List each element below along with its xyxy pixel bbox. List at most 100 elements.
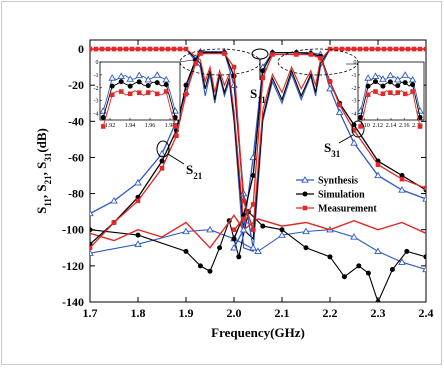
measurement-s21-point [198, 51, 203, 56]
y-tick-label: -140 [62, 295, 84, 309]
synthesis-s31-line [233, 51, 426, 249]
synthesis-s21-point [249, 243, 257, 251]
inset-point [417, 124, 423, 129]
inset-point [373, 89, 378, 94]
inset-y-tick-label: -4 [94, 112, 99, 118]
synthesis-s11-line [90, 48, 426, 253]
synthesis-s21-point [158, 149, 166, 157]
legend-label: Synthesis [318, 176, 358, 187]
inset-point [126, 75, 134, 82]
inset-point [387, 79, 393, 85]
inset-point [365, 92, 371, 98]
measurement-s21-point [111, 220, 117, 225]
simulation-s31-point [250, 173, 256, 179]
y-tick-label: -80 [68, 187, 84, 201]
simulation-s31-line [233, 51, 426, 240]
measurement-s21-point [90, 245, 93, 251]
measurement-s21-point [222, 51, 227, 56]
inset-point [380, 83, 386, 89]
inset-point [153, 71, 161, 78]
measurement-s31-point [260, 75, 266, 81]
simulation-isolation-point [90, 227, 93, 233]
inset-point [395, 90, 401, 95]
legend: Synthesis Simulation Measurement [296, 176, 377, 215]
inset-point [410, 89, 415, 94]
inset-y-tick-label: -3 [352, 99, 357, 105]
x-tick-label: 2.2 [323, 306, 338, 320]
simulation-isolation-point [303, 245, 309, 251]
axis-ticks [89, 40, 427, 303]
measurement-s31-point [294, 52, 299, 57]
simulation-s31-point [399, 173, 405, 179]
measurement-s31-point [250, 202, 256, 207]
inset-point [408, 75, 417, 83]
x-tick-labels: 1.7 1.8 1.9 2.0 2.1 2.2 2.3 2.4 [83, 306, 434, 320]
x-tick-label: 2.3 [371, 306, 386, 320]
inset-point [372, 79, 378, 85]
inset-x-tick-label: 1.94 [125, 123, 136, 129]
inset-x-tick-label: 1.92 [105, 123, 116, 129]
inset-point [118, 89, 124, 94]
synthesis-isolation-point [374, 247, 382, 255]
simulation-isolation-point [217, 245, 223, 251]
simulation-isolation-point [341, 274, 347, 280]
s31-label: S31 [324, 140, 341, 159]
inset-point [365, 83, 371, 89]
inset-point [136, 90, 142, 95]
s31-pointer [338, 134, 354, 144]
inset-y-tick-label: -1 [352, 73, 357, 79]
synthesis-isolation-point [206, 225, 214, 233]
inset-point [417, 114, 423, 120]
inset-point [358, 114, 364, 120]
y-tick-label: 0 [78, 42, 84, 56]
inset-point [358, 124, 363, 129]
synthesis-s31-point [398, 186, 406, 193]
s21-label: S21 [186, 162, 203, 181]
inset-point [172, 114, 178, 120]
inset-point [108, 74, 116, 81]
simulation-s21-point [159, 158, 165, 164]
inset-point [127, 83, 133, 89]
figure-frame: 1.7 1.8 1.9 2.0 2.1 2.2 2.3 2.4 0 -20 -40 -60 -80 -1… [1, 1, 442, 365]
measurement-s21-point [159, 165, 165, 171]
inset-y-tick-label: -1 [94, 73, 99, 79]
measurement-s31-point [270, 52, 275, 57]
measurement-s21-point [241, 198, 246, 204]
inset-point [172, 124, 178, 129]
measurement-s21-point [183, 91, 189, 97]
inset-y-tick-label: -2 [352, 86, 357, 92]
simulation-s31-point [231, 236, 237, 242]
inset-point [127, 91, 133, 97]
s21-pointer [167, 153, 185, 165]
x-tick-label: 2.1 [275, 306, 290, 320]
x-tick-label: 2.4 [419, 306, 434, 320]
simulation-s11-line [90, 48, 426, 240]
inset-point [145, 83, 151, 89]
y-axis-label: S11, S21, S31(dB) [34, 128, 53, 214]
inset-point [393, 75, 402, 83]
inset-y-tick-label: 0 [354, 60, 357, 66]
inset-point [154, 80, 160, 86]
measurement-s21-point [135, 198, 141, 204]
inset-y-tick-label: 0 [96, 60, 99, 66]
simulation-isolation-point [375, 299, 381, 302]
inset-y-tick-label: -4 [352, 112, 357, 118]
measurement-s31-point [399, 176, 405, 182]
synthesis-s21-point [134, 178, 142, 186]
inset-point [379, 75, 387, 82]
simulation-isolation-point [356, 263, 362, 269]
simulation-isolation-point [197, 263, 203, 269]
measurement-s31-point [318, 55, 323, 61]
y-tick-label: -20 [68, 78, 84, 92]
measurement-s21-point [231, 64, 237, 70]
simulation-isolation-point [404, 248, 410, 254]
simulation-isolation-point [327, 254, 333, 260]
inset-point [388, 90, 393, 95]
inset-point [386, 71, 395, 79]
inset-point [163, 82, 169, 88]
synthesis-s31-point [239, 225, 248, 233]
measurement-s31-point [308, 52, 314, 57]
inset-point [364, 74, 372, 81]
simulation-isolation-point [365, 270, 371, 276]
measurement-s31-point [327, 79, 333, 84]
